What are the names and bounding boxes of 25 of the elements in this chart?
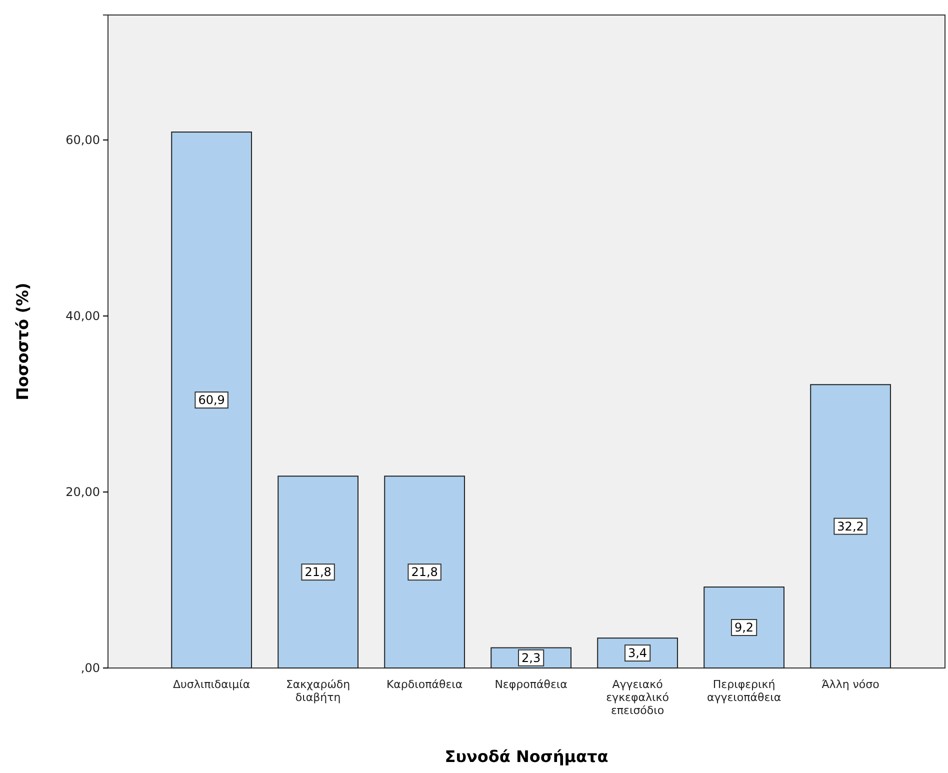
bar [704, 586, 784, 668]
x-axis-title: Συνοδά Νοσήματα [444, 747, 608, 766]
bar [278, 476, 358, 668]
bar [171, 132, 252, 668]
data-label: 60,9 [198, 393, 225, 408]
x-tick-label: Σακχαρώδη διαβήτη [286, 678, 350, 704]
data-label: 21,8 [411, 565, 438, 580]
bar [810, 384, 891, 668]
y-tick-label: 20,00 [66, 484, 100, 499]
x-tick-label: Άλλη νόσο [822, 678, 880, 691]
data-label: 2,3 [522, 650, 541, 665]
y-axis-title: Ποσοστό (%) [13, 282, 32, 400]
data-label: 21,8 [304, 565, 332, 580]
x-tick-label: Αγγειακό εγκεφαλικό επεισόδιο [606, 678, 670, 717]
data-label: 32,2 [837, 519, 864, 534]
x-tick-label: Δυσλιπιδαιμία [173, 678, 250, 691]
bar [384, 476, 465, 668]
data-label: 9,2 [734, 620, 754, 635]
x-tick-label: Περιφερική αγγειοπάθεια [706, 678, 782, 704]
y-tick-label: 60,00 [66, 132, 100, 147]
x-tick-label: Νεφροπάθεια [494, 678, 568, 691]
y-tick-label: 40,00 [66, 308, 100, 323]
x-tick-label: Καρδιοπάθεια [386, 678, 463, 691]
data-label: 3,4 [628, 646, 648, 660]
y-tick-label: ,00 [80, 660, 100, 675]
